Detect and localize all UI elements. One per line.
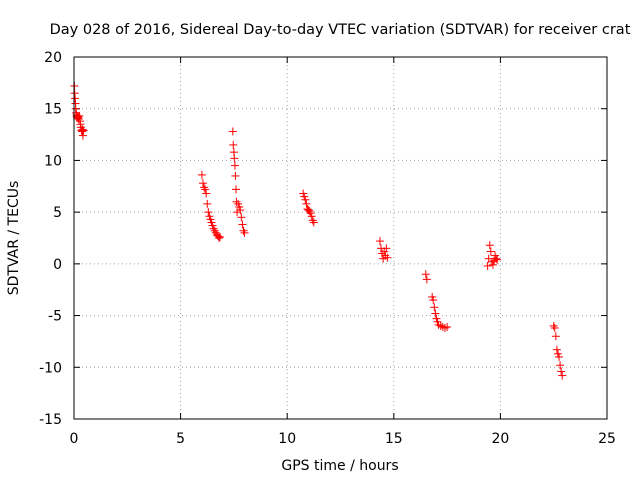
data-point (200, 183, 209, 192)
data-point (443, 322, 452, 331)
data-point (301, 195, 310, 204)
data-point (440, 323, 449, 332)
data-point (203, 199, 212, 208)
data-point (237, 213, 246, 222)
y-tick-label: -5 (48, 309, 62, 325)
data-point (75, 111, 84, 120)
data-point (485, 241, 494, 250)
grid-lines (74, 57, 607, 419)
data-point (204, 208, 213, 217)
data-point (492, 254, 501, 263)
data-point (228, 127, 237, 136)
data-point (555, 352, 564, 361)
data-point (551, 332, 560, 341)
data-point (378, 249, 387, 258)
data-point (303, 205, 312, 214)
data-point (436, 321, 445, 330)
data-point (429, 296, 438, 305)
data-point (216, 232, 225, 241)
data-point (210, 226, 219, 235)
data-point (198, 179, 207, 188)
data-point (202, 189, 211, 198)
data-point (483, 261, 492, 270)
data-point (307, 212, 316, 221)
y-tick-label: -10 (39, 360, 62, 376)
data-point (557, 367, 566, 376)
chart-title: Day 028 of 2016, Sidereal Day-to-day VTE… (50, 22, 631, 38)
data-point (232, 197, 241, 206)
data-point (78, 131, 87, 140)
data-point (233, 208, 242, 217)
data-point (493, 255, 502, 264)
data-point (375, 237, 384, 246)
y-tick-label: -15 (39, 412, 62, 428)
y-axis-label: SDTVAR / TECUs (6, 181, 22, 296)
data-point (214, 234, 223, 242)
x-tick-label: 0 (70, 431, 79, 447)
data-point (381, 251, 390, 260)
data-point (79, 126, 88, 135)
y-tick-label: 5 (53, 205, 62, 221)
data-point (382, 244, 391, 253)
data-point (197, 170, 206, 179)
data-point (232, 185, 241, 194)
data-point (434, 320, 443, 329)
x-tick-label: 5 (176, 431, 185, 447)
data-point (549, 321, 558, 330)
data-point (236, 206, 245, 215)
data-point (550, 323, 559, 332)
x-axis-label: GPS time / hours (281, 458, 398, 474)
data-point (305, 207, 314, 216)
data-point (431, 309, 440, 318)
data-point (486, 247, 495, 256)
data-point (556, 361, 565, 370)
data-point (308, 216, 317, 225)
data-point (239, 226, 248, 235)
data-point (231, 171, 240, 180)
data-points (70, 81, 567, 380)
data-point (421, 270, 430, 279)
data-point (430, 303, 439, 312)
data-point (230, 161, 239, 170)
data-point (229, 140, 238, 149)
data-point (383, 253, 392, 262)
x-tick-label: 15 (385, 431, 403, 447)
x-tick-label: 10 (278, 431, 296, 447)
y-tick-label: 0 (53, 257, 62, 273)
y-tick-label: 10 (44, 153, 62, 169)
data-point (552, 345, 561, 354)
data-point (422, 275, 431, 284)
x-tick-label: 20 (491, 431, 509, 447)
y-tick-label: 20 (44, 50, 62, 66)
data-point (230, 154, 239, 163)
data-point (309, 218, 318, 227)
data-point (201, 185, 210, 194)
y-tick-label: 15 (44, 102, 62, 118)
data-point (238, 220, 247, 229)
data-point (302, 199, 311, 208)
data-point (209, 224, 218, 233)
data-point (488, 260, 497, 269)
x-tick-label: 25 (598, 431, 616, 447)
data-point (240, 228, 249, 237)
axis-ticks: 0 5 10 15 20 25 -15 -10 -5 0 5 10 15 20 (39, 50, 616, 447)
data-point (558, 371, 567, 380)
data-point (490, 256, 499, 265)
data-point (213, 231, 222, 240)
plot-frame (73, 56, 608, 420)
